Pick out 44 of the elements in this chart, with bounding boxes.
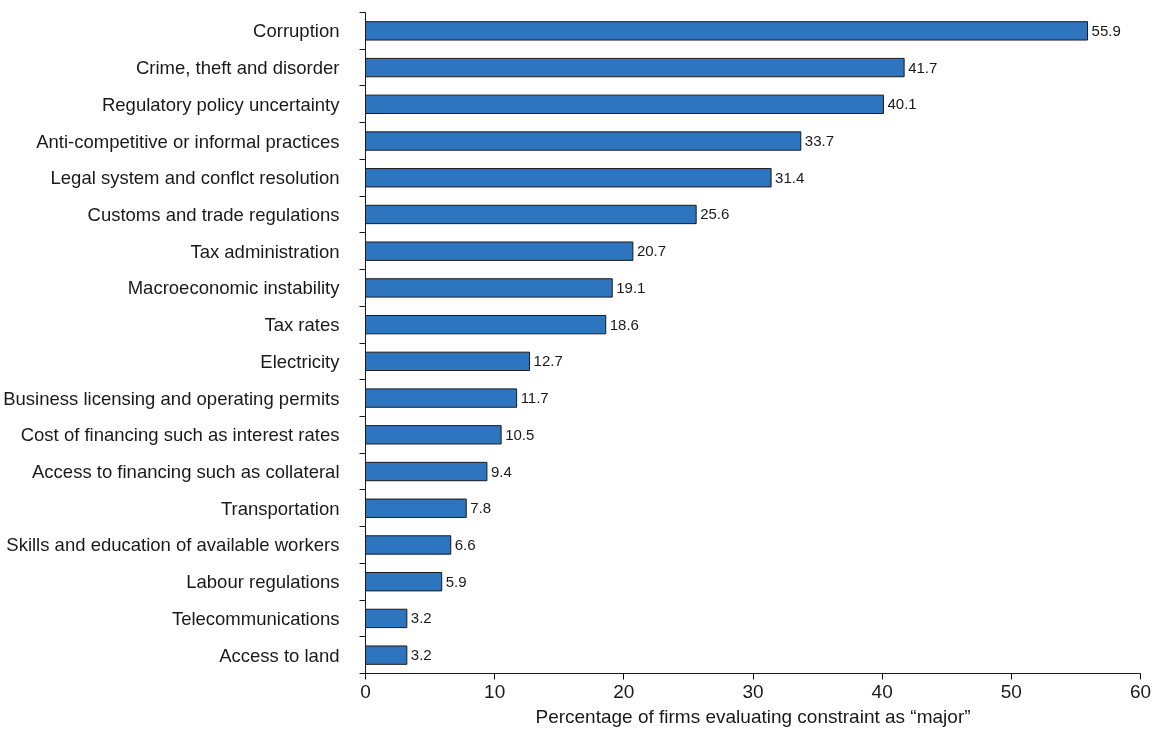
x-tick-label: 40 bbox=[871, 680, 893, 702]
y-tick-label: Customs and trade regulations bbox=[87, 203, 340, 225]
y-tick-label: Business licensing and operating permits bbox=[3, 387, 340, 409]
data-label: 12.7 bbox=[533, 352, 563, 370]
x-tick-label: 60 bbox=[1129, 680, 1152, 702]
y-tick-label: Electricity bbox=[260, 350, 341, 372]
y-tick-label: Access to land bbox=[219, 644, 340, 666]
y-tick-label: Corruption bbox=[253, 20, 340, 42]
data-label: 25.6 bbox=[700, 205, 730, 223]
data-label: 9.4 bbox=[490, 462, 512, 480]
data-label: 11.7 bbox=[520, 389, 549, 407]
x-axis-title: Percentage of firms evaluating constraint as “major” bbox=[535, 705, 971, 727]
data-label: 6.6 bbox=[454, 535, 476, 553]
data-label: 31.4 bbox=[775, 168, 805, 186]
data-label: 40.1 bbox=[887, 95, 917, 113]
y-tick-label: Macroeconomic instability bbox=[127, 277, 341, 299]
data-label: 10.5 bbox=[505, 425, 535, 443]
data-label: 20.7 bbox=[636, 242, 667, 260]
y-tick-label: Crime, theft and disorder bbox=[135, 57, 340, 79]
y-tick-label: Legal system and conflct resolution bbox=[50, 167, 340, 189]
x-tick-label: 30 bbox=[742, 680, 764, 702]
y-tick-label: Labour regulations bbox=[186, 571, 340, 593]
y-tick-label: Access to financing such as collateral bbox=[32, 461, 340, 483]
data-label: 33.7 bbox=[804, 132, 834, 150]
data-label: 3.2 bbox=[410, 646, 432, 664]
y-tick-label: Tax rates bbox=[264, 314, 340, 336]
x-tick-label: 50 bbox=[1000, 680, 1022, 702]
x-tick-label: 20 bbox=[613, 680, 635, 702]
y-tick-label: Skills and education of available workers bbox=[6, 534, 340, 556]
data-label: 55.9 bbox=[1091, 21, 1121, 39]
x-tick-label: 0 bbox=[360, 680, 371, 702]
y-tick-label: Transportation bbox=[220, 497, 340, 519]
y-tick-label: Telecommunications bbox=[171, 607, 340, 629]
data-label: 18.6 bbox=[609, 315, 639, 333]
data-label: 5.9 bbox=[445, 572, 467, 590]
y-tick-label: Cost of financing such as interest rates bbox=[20, 424, 340, 446]
data-label: 41.7 bbox=[908, 58, 938, 76]
y-tick-label: Anti-competitive or informal practices bbox=[36, 130, 340, 152]
data-label: 7.8 bbox=[470, 499, 492, 517]
y-tick-label: Regulatory policy uncertainty bbox=[101, 93, 341, 115]
x-tick-label: 10 bbox=[484, 680, 506, 702]
data-label: 3.2 bbox=[410, 609, 432, 627]
y-tick-label: Tax administration bbox=[190, 240, 340, 262]
data-label: 19.1 bbox=[616, 278, 646, 296]
